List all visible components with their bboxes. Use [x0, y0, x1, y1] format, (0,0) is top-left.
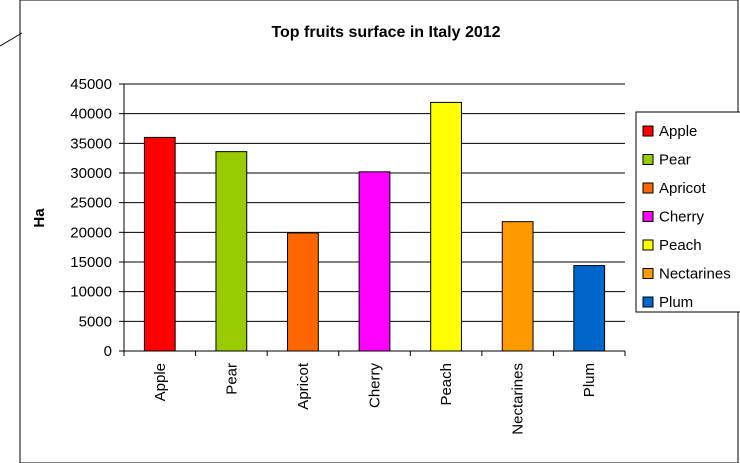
x-axis-ticks: Apple Pear Apricot Cherry Peach Nectarines Plu… [123, 351, 626, 435]
y-tick-label: 35000 [70, 135, 112, 152]
legend-label: Pear [659, 152, 691, 169]
x-tick-label: Pear [223, 363, 240, 395]
bar-apricot [287, 232, 319, 352]
legend-label: Cherry [659, 209, 705, 226]
legend-label: Nectarines [659, 266, 731, 283]
legend: Apple Pear Apricot Cherry Peach Nectarines Plu… [635, 111, 740, 313]
legend-swatch-apricot [642, 182, 654, 194]
bar-apple [143, 136, 176, 352]
bar-cherry [358, 171, 391, 352]
y-tick-label: 0 [104, 343, 112, 360]
legend-label: Apricot [659, 180, 707, 197]
y-axis-ticks: 0 5000 10000 15000 20000 25000 30000 35000 40000… [70, 76, 124, 360]
stray-line [0, 32, 23, 47]
bar-pear [215, 151, 248, 352]
y-tick-label: 5000 [79, 313, 112, 330]
y-tick-label: 10000 [70, 284, 112, 301]
bar-peach [430, 101, 462, 352]
legend-swatch-nectarines [642, 268, 654, 279]
y-tick-label: 40000 [70, 106, 112, 123]
legend-swatch-apple [642, 125, 654, 137]
chart-title: Top fruits surface in Italy 2012 [271, 24, 500, 41]
y-tick-label: 25000 [70, 195, 112, 212]
x-tick-label: Cherry [367, 363, 384, 409]
legend-swatch-plum [642, 296, 654, 308]
y-axis-label: Ha [31, 208, 48, 228]
legend-items: Apple Pear Apricot Cherry Peach Nectarines Plu… [642, 123, 731, 311]
x-tick-label: Plum [581, 363, 598, 397]
y-tick-label: 20000 [70, 224, 112, 241]
legend-swatch-peach [642, 239, 654, 251]
bars [143, 101, 606, 352]
x-tick-label: Peach [438, 363, 455, 406]
legend-swatch-cherry [642, 211, 654, 222]
bar-plum [573, 265, 606, 352]
x-tick-label: Apricot [295, 362, 312, 410]
legend-label: Plum [659, 294, 693, 311]
y-tick-label: 45000 [70, 76, 112, 93]
x-tick-label: Apple [152, 363, 169, 401]
legend-label: Apple [659, 123, 697, 140]
legend-label: Peach [659, 237, 702, 254]
y-tick-label: 30000 [70, 165, 112, 182]
legend-swatch-pear [642, 154, 654, 165]
x-tick-label: Nectarines [510, 363, 527, 435]
bar-nectarines [501, 221, 534, 352]
y-tick-label: 15000 [70, 254, 112, 271]
